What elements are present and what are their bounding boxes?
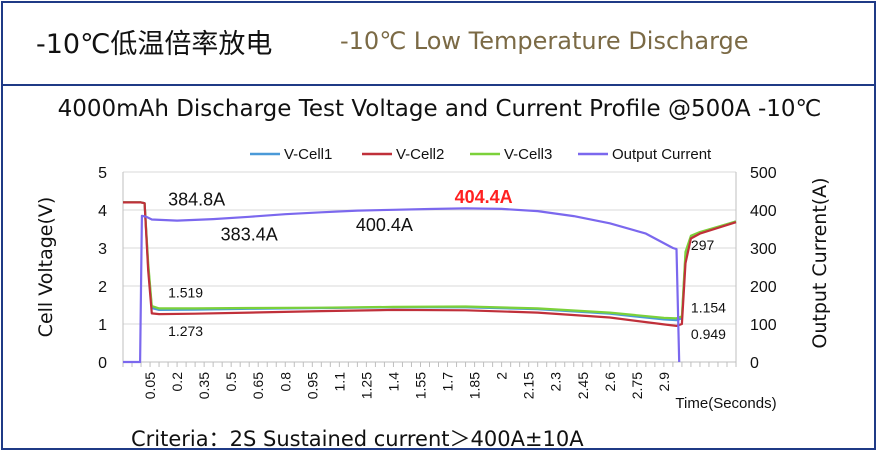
chart-title: 4000mAh Discharge Test Voltage and Curre…: [57, 96, 822, 122]
y-tick-label: 0: [98, 355, 107, 372]
data-annotation: 0.949: [691, 326, 726, 342]
data-annotation: 400.4A: [356, 215, 413, 235]
x-tick-label: 1.1: [331, 372, 347, 392]
criteria-note: Criteria：2S Sustained current＞400A±10A: [131, 427, 584, 451]
y-tick-label: 5: [98, 165, 107, 182]
y-tick-label: 1: [98, 317, 107, 334]
data-annotation: 1.273: [168, 323, 203, 339]
x-tick-label: 2: [494, 372, 510, 380]
y2-tick-label: 300: [750, 241, 777, 258]
legend-label: V-Cell2: [396, 146, 444, 163]
x-tick-label: 0.5: [223, 372, 239, 392]
header-title-en: -10℃ Low Temperature Discharge: [340, 27, 749, 55]
x-tick-label: 2.3: [548, 372, 564, 392]
x-tick-label: 2.6: [602, 372, 618, 392]
y-tick-label: 4: [98, 203, 107, 220]
x-tick-label: 1.55: [412, 372, 428, 399]
x-tick-label: 2.75: [629, 372, 645, 399]
data-annotation: 1.154: [691, 300, 726, 316]
legend-label: V-Cell3: [504, 146, 552, 163]
data-annotation: 1.519: [168, 284, 203, 300]
x-tick-label: 0.65: [250, 372, 266, 399]
x-tick-label: 0.2: [169, 372, 185, 392]
x-tick-label: 1.7: [440, 372, 456, 392]
legend-label: Output Current: [612, 146, 712, 163]
y2-tick-label: 0: [750, 355, 759, 372]
data-annotation: 384.8A: [168, 189, 225, 209]
y-tick-label: 2: [98, 279, 107, 296]
series-lines: [123, 201, 737, 364]
x-tick-label: 1.25: [358, 372, 374, 399]
data-annotation: 297: [691, 237, 715, 253]
x-tick-label: 0.35: [196, 372, 212, 399]
x-tick-label: 2.15: [521, 372, 537, 399]
data-annotation: 404.4A: [455, 187, 513, 207]
x-tick-label: 2.45: [575, 372, 591, 399]
x-tick-label: 1.4: [385, 372, 401, 392]
chart-axes: [122, 172, 737, 367]
x-tick-label: 0.05: [142, 372, 158, 399]
tick-labels: 0 1 2 3 4 5 0 100 200 300 400 500 0.05 0.2 0.35 0.5 0.65…: [35, 165, 831, 412]
y-tick-label: 3: [98, 241, 107, 258]
x-tick-label: 1.85: [467, 372, 483, 399]
y2-tick-label: 100: [750, 317, 777, 334]
series-line-output-current: [123, 207, 681, 364]
header-divider: [1, 84, 876, 86]
series-line-v-cell2: [123, 201, 737, 327]
header-title-cn: -10℃低温倍率放电: [36, 29, 273, 60]
y2-axis-title: Output Current(A): [809, 177, 831, 348]
annotations: 384.8A 404.4A 383.4A 400.4A 1.519 1.273 297 1.1…: [168, 187, 726, 342]
legend-label: V-Cell1: [284, 146, 332, 163]
y2-tick-label: 500: [750, 165, 777, 182]
x-tick-label: 0.8: [277, 372, 293, 392]
x-tick-label: 0.95: [304, 372, 320, 399]
y-axis-title: Cell Voltage(V): [35, 197, 57, 338]
data-annotation: 383.4A: [221, 224, 278, 244]
x-tick-label: 2.9: [656, 372, 672, 392]
chart-legend: V-Cell1 V-Cell2 V-Cell3 Output Current: [250, 146, 712, 163]
x-axis-title: Time(Seconds): [675, 395, 776, 412]
y2-tick-label: 400: [750, 203, 777, 220]
y2-tick-label: 200: [750, 279, 777, 296]
